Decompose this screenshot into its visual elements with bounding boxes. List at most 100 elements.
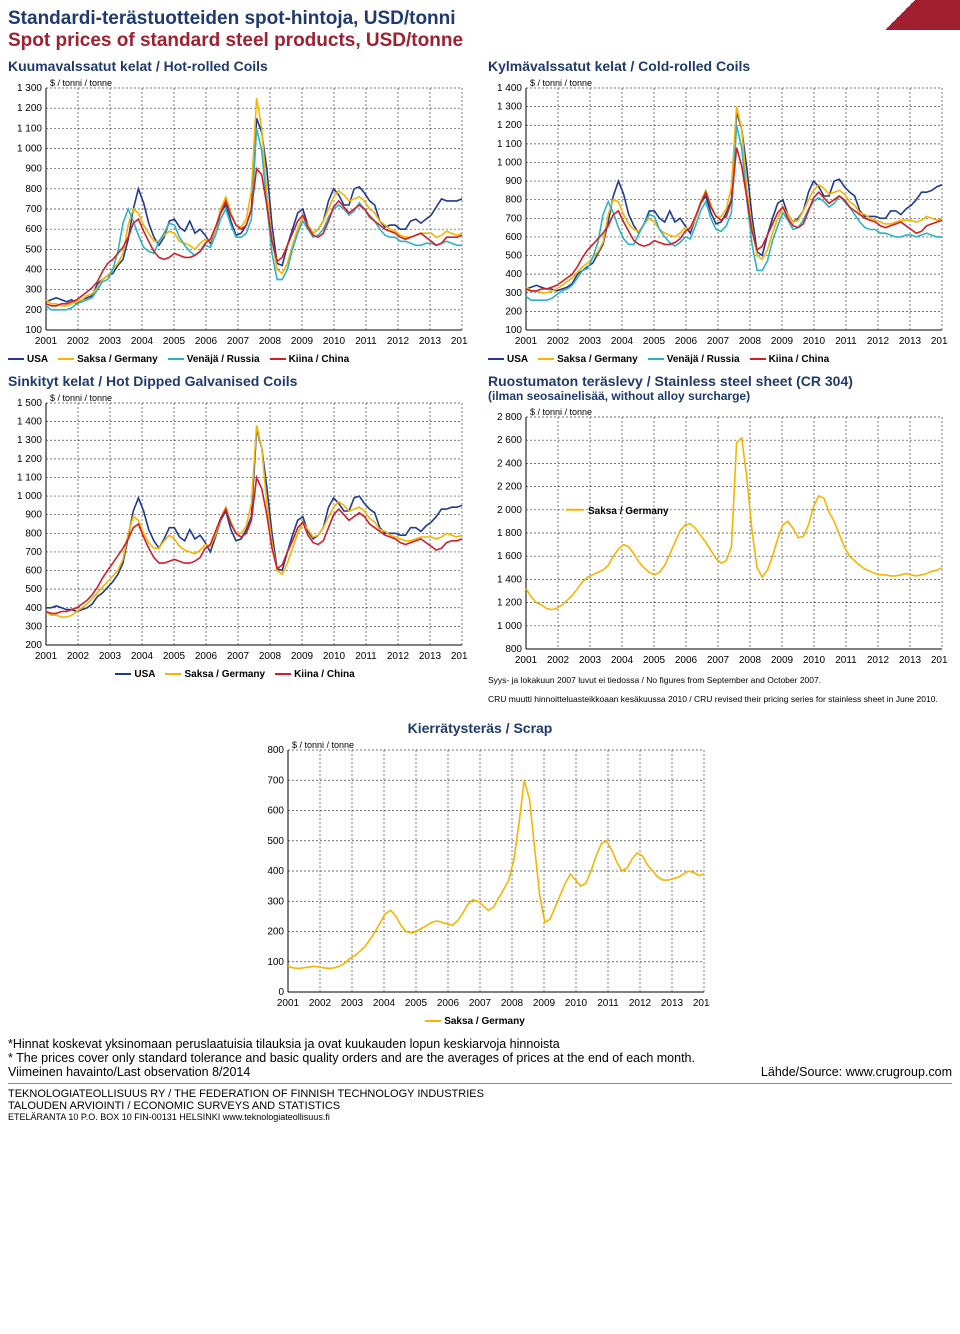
svg-text:900: 900 [505, 176, 522, 187]
svg-text:200: 200 [25, 305, 42, 316]
svg-text:2008: 2008 [739, 655, 762, 666]
svg-text:2013: 2013 [899, 655, 922, 666]
svg-text:500: 500 [505, 251, 522, 262]
svg-text:800: 800 [267, 745, 284, 756]
panel-stainless: Ruostumaton teräslevy / Stainless steel … [488, 371, 952, 712]
footnote-fi: *Hinnat koskevat yksinomaan peruslaatuis… [8, 1037, 952, 1051]
svg-text:2007: 2007 [469, 998, 492, 1009]
svg-text:2013: 2013 [899, 336, 922, 347]
svg-text:400: 400 [25, 265, 42, 276]
svg-text:1 100: 1 100 [17, 472, 42, 483]
svg-text:1 300: 1 300 [17, 435, 42, 446]
svg-text:700: 700 [267, 775, 284, 786]
legend-item-russia: Venäjä / Russia [168, 354, 260, 365]
svg-text:2011: 2011 [835, 655, 857, 666]
svg-text:2013: 2013 [661, 998, 684, 1009]
svg-text:1 400: 1 400 [497, 83, 522, 94]
svg-text:300: 300 [25, 621, 42, 632]
svg-text:1 400: 1 400 [17, 417, 42, 428]
svg-text:200: 200 [25, 640, 42, 651]
stainless-footnote-1: Syys- ja lokakuun 2007 luvut ei tiedossa… [488, 675, 952, 685]
svg-text:300: 300 [267, 896, 284, 907]
svg-text:900: 900 [25, 164, 42, 175]
svg-text:2005: 2005 [405, 998, 428, 1009]
org-line-1: TEKNOLOGIATEOLLISUUS RY / THE FEDERATION… [8, 1088, 952, 1100]
svg-text:1 300: 1 300 [497, 102, 522, 113]
svg-text:2002: 2002 [547, 655, 570, 666]
chart-title-stainless: Ruostumaton teräslevy / Stainless steel … [488, 373, 952, 389]
legend-item-usa: USA [488, 354, 528, 365]
svg-text:2010: 2010 [803, 336, 826, 347]
panel-galvanised: Sinkityt kelat / Hot Dipped Galvanised C… [8, 371, 472, 712]
svg-text:2005: 2005 [163, 651, 186, 662]
series-china [526, 148, 942, 291]
svg-text:1 500: 1 500 [17, 398, 42, 409]
svg-text:2012: 2012 [387, 651, 410, 662]
series-germany [288, 780, 704, 968]
svg-text:1 000: 1 000 [497, 157, 522, 168]
chart-title-galv: Sinkityt kelat / Hot Dipped Galvanised C… [8, 373, 472, 389]
main-title-en: Spot prices of standard steel products, … [8, 30, 952, 52]
svg-text:2012: 2012 [387, 336, 410, 347]
svg-text:2014: 2014 [931, 655, 948, 666]
svg-text:2003: 2003 [341, 998, 364, 1009]
svg-text:500: 500 [25, 244, 42, 255]
svg-text:2004: 2004 [611, 655, 634, 666]
last-observation: Viimeinen havainto/Last observation 8/20… [8, 1065, 250, 1079]
legend-galv: USASaksa / GermanyKiina / China [8, 669, 472, 680]
svg-text:2014: 2014 [451, 651, 468, 662]
svg-text:2007: 2007 [227, 336, 250, 347]
chart-title-scrap: Kierrätysteräs / Scrap [250, 720, 710, 736]
svg-text:$ / tonni / tonne: $ / tonni / tonne [50, 393, 112, 403]
svg-text:2013: 2013 [419, 336, 442, 347]
svg-text:$ / tonni / tonne: $ / tonni / tonne [530, 78, 592, 88]
svg-text:2012: 2012 [867, 336, 890, 347]
svg-text:2009: 2009 [291, 336, 314, 347]
svg-text:1 800: 1 800 [497, 528, 522, 539]
svg-text:2010: 2010 [565, 998, 588, 1009]
svg-text:2005: 2005 [643, 655, 666, 666]
svg-text:2006: 2006 [195, 336, 218, 347]
legend-item-china: Kiina / China [275, 669, 355, 680]
svg-text:2005: 2005 [163, 336, 186, 347]
svg-text:2010: 2010 [803, 655, 826, 666]
svg-text:400: 400 [267, 866, 284, 877]
svg-text:2012: 2012 [867, 655, 890, 666]
svg-text:2006: 2006 [675, 336, 698, 347]
svg-text:1 000: 1 000 [17, 144, 42, 155]
svg-text:2014: 2014 [693, 998, 710, 1009]
svg-text:200: 200 [505, 306, 522, 317]
svg-text:2014: 2014 [931, 336, 948, 347]
stainless-footnote-2: CRU muutti hinnoitteluasteikkoaan kesäku… [488, 694, 952, 704]
svg-text:800: 800 [505, 644, 522, 655]
svg-text:200: 200 [267, 927, 284, 938]
legend-cold: USASaksa / GermanyVenäjä / RussiaKiina /… [488, 354, 952, 365]
svg-text:2003: 2003 [99, 336, 122, 347]
svg-text:2007: 2007 [707, 336, 730, 347]
svg-text:1 000: 1 000 [17, 491, 42, 502]
svg-text:2009: 2009 [291, 651, 314, 662]
svg-text:2002: 2002 [67, 336, 90, 347]
svg-text:1 200: 1 200 [17, 454, 42, 465]
svg-text:800: 800 [505, 195, 522, 206]
svg-text:400: 400 [505, 269, 522, 280]
svg-text:100: 100 [25, 325, 42, 336]
svg-text:300: 300 [505, 288, 522, 299]
series-china [46, 478, 462, 614]
svg-text:700: 700 [25, 204, 42, 215]
svg-text:100: 100 [505, 325, 522, 336]
svg-text:2008: 2008 [259, 651, 282, 662]
svg-text:2008: 2008 [501, 998, 524, 1009]
main-title-fi: Standardi-terästuotteiden spot-hintoja, … [8, 8, 952, 30]
series-china [46, 169, 462, 306]
svg-text:1 200: 1 200 [497, 598, 522, 609]
svg-text:2006: 2006 [675, 655, 698, 666]
svg-text:2006: 2006 [195, 651, 218, 662]
svg-text:0: 0 [278, 987, 284, 998]
svg-text:600: 600 [25, 224, 42, 235]
svg-text:2004: 2004 [131, 336, 154, 347]
svg-text:2012: 2012 [629, 998, 652, 1009]
legend-item-germany: Saksa / Germany [425, 1016, 525, 1027]
source: Lähde/Source: www.crugroup.com [761, 1065, 952, 1079]
svg-text:1 200: 1 200 [17, 103, 42, 114]
